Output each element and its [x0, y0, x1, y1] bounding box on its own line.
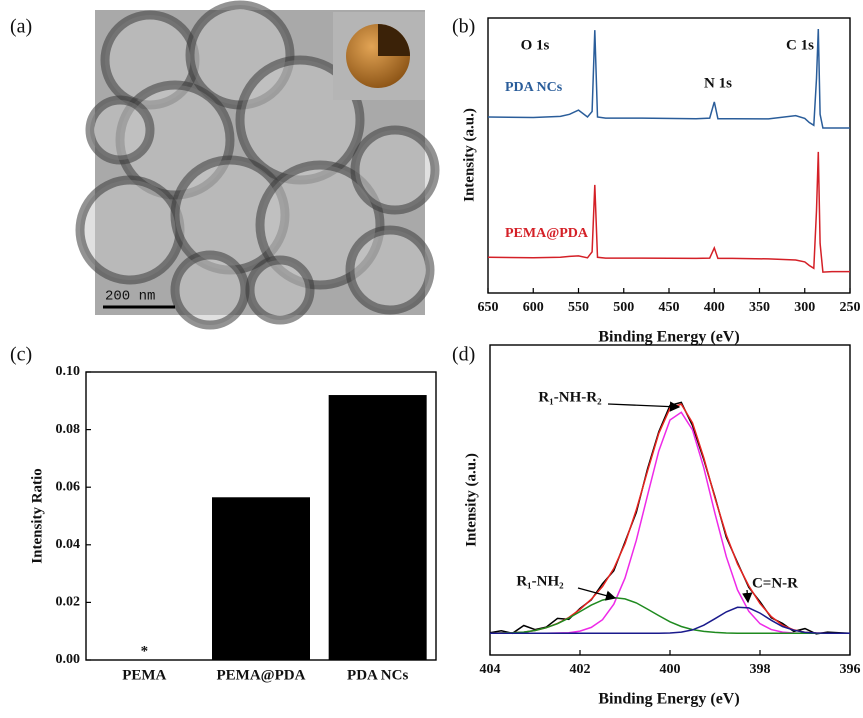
y-tick-label: 0.06 [56, 479, 81, 494]
x-tick-label: 500 [613, 300, 634, 315]
series-line [489, 596, 850, 635]
y-tick-label: 0.00 [56, 652, 81, 667]
plot-frame [487, 17, 851, 294]
annotation-arrow [577, 587, 617, 601]
y-axis-label: Intensity (a.u.) [461, 108, 477, 202]
x-tick-label: 400 [660, 662, 681, 677]
panel-label: (b) [452, 16, 475, 38]
x-tick-label: 650 [478, 300, 499, 315]
x-axis-label: Binding Energy (eV) [598, 329, 739, 346]
x-tick-label: 398 [750, 662, 771, 677]
panel-label: (a) [10, 16, 32, 38]
tem-image [75, 0, 440, 330]
series-line [489, 401, 851, 635]
x-tick-label: 350 [749, 300, 770, 315]
annotation: * [141, 643, 149, 659]
annotation: N 1s [704, 75, 732, 91]
y-tick-label: 0.08 [56, 422, 81, 437]
y-tick-label: 0.02 [56, 595, 81, 610]
y-tick-label: 0.04 [56, 537, 81, 552]
series-line [490, 606, 850, 635]
series-line [490, 411, 850, 635]
x-tick-label: PEMA@PDA [217, 667, 306, 683]
x-tick-label: 450 [659, 300, 680, 315]
series-line [489, 403, 850, 635]
annotation: C 1s [786, 37, 814, 53]
annotation: O 1s [521, 37, 550, 53]
series-line [487, 151, 850, 273]
y-axis-label: Intensity (a.u.) [463, 453, 479, 547]
panel-label: (c) [10, 344, 32, 366]
y-tick-label: 0.10 [56, 364, 81, 379]
x-tick-label: 250 [840, 300, 861, 315]
series-label: R₁-NH₂ [516, 573, 564, 589]
series-label: C=N-R [752, 575, 798, 591]
panel-label: (d) [452, 344, 475, 366]
annotation-arrow [607, 401, 681, 412]
x-tick-label: PEMA [122, 667, 166, 683]
x-tick-label: PDA NCs [347, 667, 408, 683]
x-tick-label: 396 [840, 662, 861, 677]
x-tick-label: 550 [568, 300, 589, 315]
series-line [487, 28, 850, 129]
x-tick-label: 404 [480, 662, 501, 677]
x-tick-label: 300 [794, 300, 815, 315]
x-tick-label: 400 [704, 300, 725, 315]
x-tick-label: 600 [523, 300, 544, 315]
annotation-arrow [742, 589, 753, 604]
scale-bar-label: 200 nm [105, 289, 155, 305]
bar [212, 497, 310, 660]
x-axis-label: Binding Energy (eV) [598, 691, 739, 708]
series-label: R₁-NH-R₂ [538, 389, 602, 405]
series-label: PEMA@PDA [505, 226, 589, 241]
x-tick-label: 402 [570, 662, 591, 677]
y-axis-label: Intensity Ratio [29, 468, 45, 563]
series-label: PDA NCs [505, 80, 563, 95]
bar [328, 395, 427, 660]
